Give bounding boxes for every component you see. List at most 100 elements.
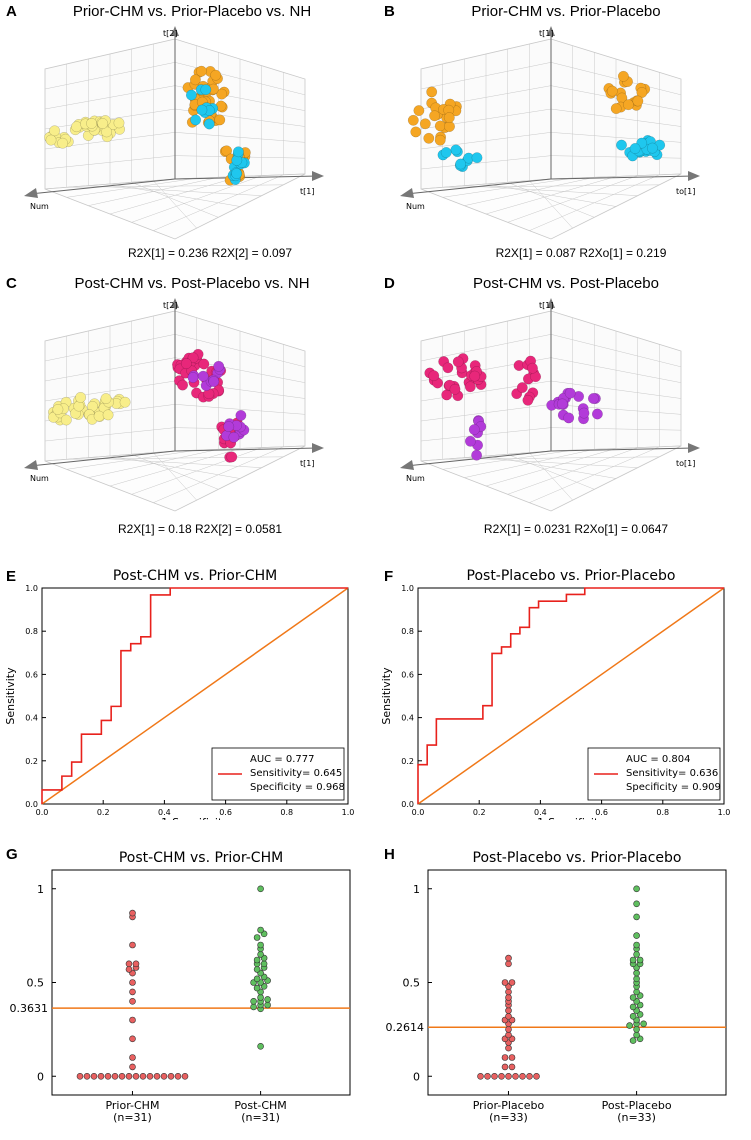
x-tick-label: 1.0 xyxy=(718,808,731,817)
score-point-prior-chm xyxy=(610,103,622,115)
score-point-post-chm xyxy=(469,370,481,382)
data-point xyxy=(125,966,133,973)
score-point-nh xyxy=(119,396,131,408)
score-point-prior-placebo xyxy=(450,144,462,156)
y-tick-label: 0.8 xyxy=(401,627,414,636)
grid-line xyxy=(507,182,595,218)
data-point xyxy=(264,996,271,1003)
axis-up-label: t[2] xyxy=(163,29,177,38)
data-point xyxy=(477,1073,484,1080)
x-tick-label: 0.2 xyxy=(473,808,486,817)
data-point xyxy=(153,1073,161,1080)
grid-line xyxy=(507,447,638,495)
score-point-post-placebo xyxy=(213,360,225,372)
panel-label: F xyxy=(384,568,394,585)
grid-line xyxy=(507,175,638,223)
group-label: Post-CHM xyxy=(234,1099,286,1112)
score-point-prior-placebo xyxy=(616,139,627,151)
score-point-nh xyxy=(97,118,109,130)
axis-up-label: t[1] xyxy=(539,29,553,38)
score-point-prior-placebo xyxy=(185,89,197,101)
panel-label: D xyxy=(384,275,395,292)
score-point-post-placebo xyxy=(563,412,575,424)
data-point xyxy=(257,926,264,934)
data-point xyxy=(633,885,640,893)
grid-line xyxy=(131,175,262,223)
chart-title: Post-CHM vs. Prior-CHM xyxy=(119,850,283,866)
group-n: (n=31) xyxy=(241,1111,280,1124)
score-point-post-chm xyxy=(442,362,454,374)
panel-label: G xyxy=(6,846,18,863)
data-point xyxy=(633,1031,640,1039)
score-point-prior-placebo xyxy=(232,146,244,158)
plot-frame xyxy=(51,869,351,1096)
score-point-prior-placebo xyxy=(455,158,467,170)
panel-b: B Prior-CHM vs. Prior-Placebo t[1] Num to[… xyxy=(376,0,751,262)
data-point xyxy=(129,998,136,1005)
score-point-prior-placebo xyxy=(646,142,658,154)
data-point xyxy=(505,988,512,996)
score-point-post-placebo xyxy=(197,370,209,382)
grid-line xyxy=(153,180,197,229)
axis-arrow xyxy=(400,188,414,198)
score-point-prior-placebo xyxy=(203,118,215,130)
score-point-nh xyxy=(75,391,87,403)
score-point-post-chm xyxy=(464,381,476,393)
score-point-prior-chm xyxy=(221,145,233,157)
grid-line xyxy=(529,180,573,229)
grid-line xyxy=(153,446,284,503)
score-point-post-placebo xyxy=(464,435,476,447)
score-point-prior-placebo xyxy=(629,143,641,154)
axis-right xyxy=(174,175,319,180)
data-point xyxy=(633,913,640,921)
data-point xyxy=(505,1031,512,1039)
axis-up-label: t[1] xyxy=(539,301,553,310)
score-point-prior-chm xyxy=(216,88,228,100)
data-point xyxy=(76,1073,84,1080)
data-point xyxy=(253,966,261,973)
axis-arrow xyxy=(400,460,414,470)
y-tick-label: 0.0 xyxy=(401,800,414,809)
panel-f: F Post-Placebo vs. Prior-Placebo 0.0 0.2 0.… xyxy=(376,550,751,820)
data-point xyxy=(505,1073,512,1080)
group-label: Prior-Placebo xyxy=(473,1099,545,1112)
score-point-post-placebo xyxy=(578,407,590,419)
axis-left-label: Num xyxy=(30,474,49,483)
axis-arrow xyxy=(24,460,38,470)
cutoff-label: 0.2614 xyxy=(386,1021,425,1034)
data-point xyxy=(253,984,261,992)
dot-plot: Post-CHM vs. Prior-CHM 0 0.5 1 0.3631 Prior-C… xyxy=(10,850,351,1124)
data-point xyxy=(633,1026,640,1033)
data-point xyxy=(505,1026,512,1033)
panel-title: Post-CHM vs. Post-Placebo vs. NH xyxy=(74,275,310,292)
axis-left-label: Num xyxy=(406,202,425,211)
data-point xyxy=(160,1073,168,1080)
axis-left xyxy=(405,178,552,195)
panel-label: C xyxy=(6,275,17,292)
axis-arrow xyxy=(171,298,179,308)
score-point-nh xyxy=(86,117,98,129)
score-point-post-chm xyxy=(428,370,440,382)
grid-line xyxy=(529,446,660,503)
axis-right xyxy=(174,447,319,452)
data-point xyxy=(512,1073,519,1080)
grid-line xyxy=(131,447,262,495)
y-tick-label: 1 xyxy=(37,883,44,896)
chart-title: Post-CHM vs. Prior-CHM xyxy=(113,568,277,584)
data-point xyxy=(181,1073,189,1080)
score-point-prior-placebo xyxy=(231,168,243,180)
diagonal-line xyxy=(41,587,349,805)
data-point xyxy=(129,909,136,917)
data-point xyxy=(505,1013,512,1020)
axis-left xyxy=(29,178,176,195)
score-point-nh xyxy=(100,393,112,405)
grid-line xyxy=(131,182,219,218)
grid-line xyxy=(529,174,660,231)
y-tick-label: 0.5 xyxy=(403,977,421,990)
grid-line xyxy=(153,174,284,231)
data-point xyxy=(257,951,264,958)
score-point-post-placebo xyxy=(468,424,480,436)
score-point-post-chm xyxy=(177,379,189,391)
axis-arrow xyxy=(171,26,179,36)
score-point-prior-chm xyxy=(407,114,419,126)
